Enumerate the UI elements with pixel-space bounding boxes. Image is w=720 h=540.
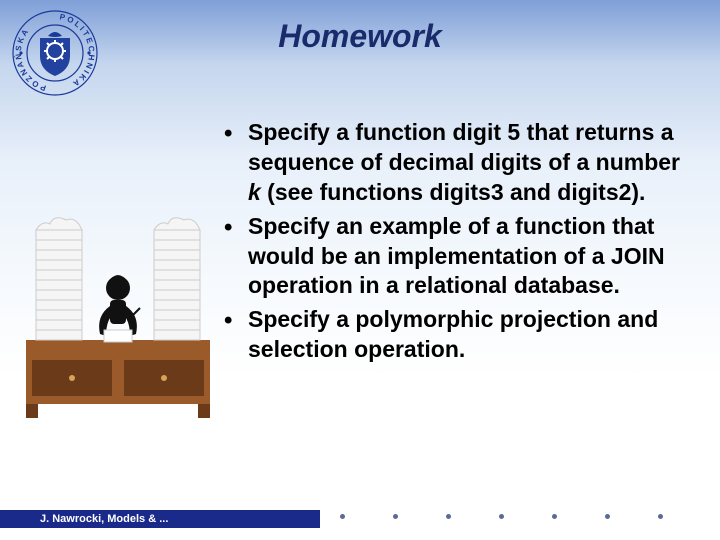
bullet-text-emph: k [248,179,261,205]
bullet-text-post: (see functions digits3 and digits2). [261,179,646,205]
homework-clipart [18,200,218,420]
paper-stack-left [36,218,82,340]
university-seal: P O L I T E C H N I K A P O Z N A Ń S K … [10,8,100,98]
bullet-text-pre: Specify a polymorphic projection and sel… [248,306,658,362]
footer: J. Nawrocki, Models & ... [0,506,720,528]
bullet-item: Specify a polymorphic projection and sel… [220,305,690,365]
slide-title: Homework [278,18,442,55]
bullet-text-pre: Specify an example of a function that wo… [248,213,665,299]
footer-dots [340,514,663,519]
content-area: Specify a function digit 5 that returns … [220,118,690,369]
bullet-item: Specify an example of a function that wo… [220,212,690,302]
footer-text: J. Nawrocki, Models & ... [40,513,168,525]
paper-stack-right [154,218,200,340]
bullet-list: Specify a function digit 5 that returns … [220,118,690,365]
bullet-text-pre: Specify a function digit 5 that returns … [248,119,680,175]
bullet-item: Specify a function digit 5 that returns … [220,118,690,208]
footer-bar: J. Nawrocki, Models & ... [0,510,320,528]
